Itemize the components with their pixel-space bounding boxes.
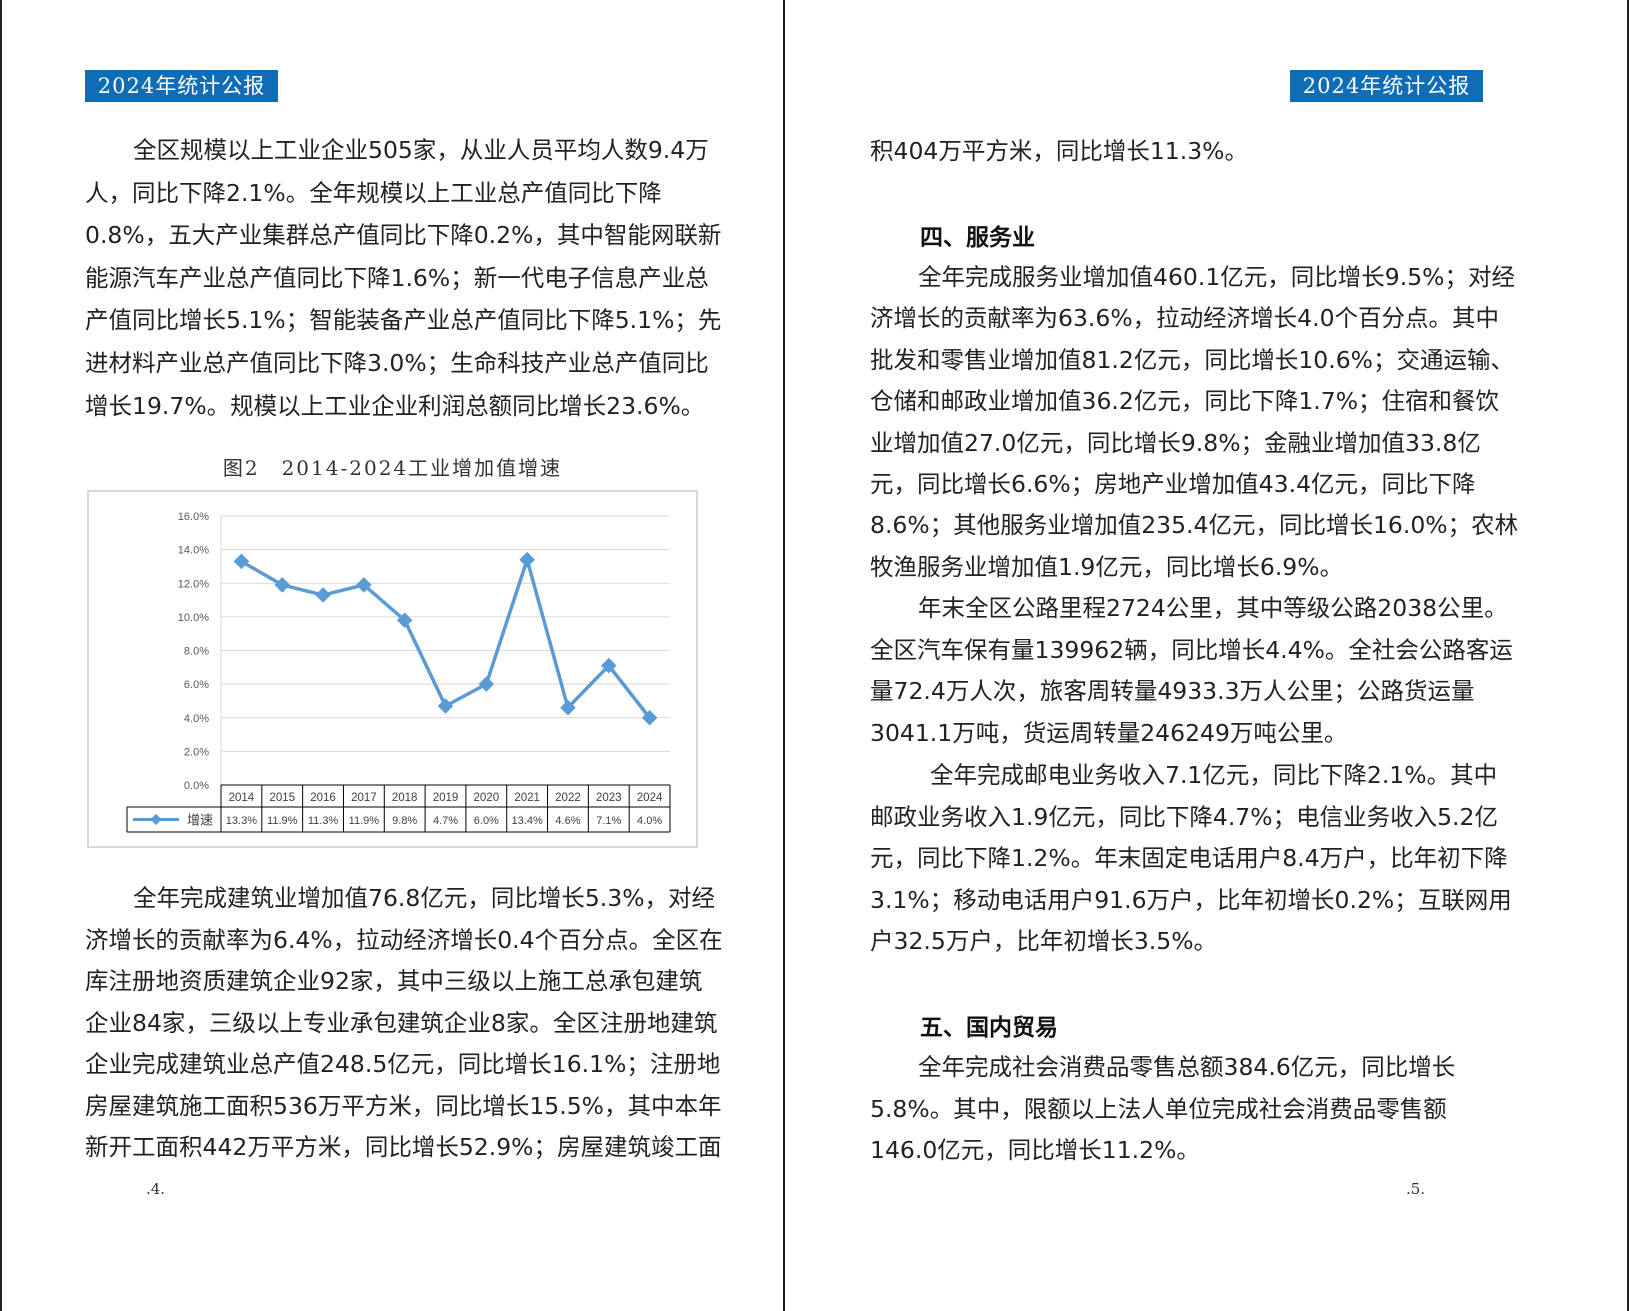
text-line: 3041.1万吨，货运周转量246249万吨公里。 <box>870 718 1348 747</box>
data-point <box>233 553 250 570</box>
text-line: 8.6%；其他服务业增加值235.4亿元，同比增长16.0%；农林 <box>870 511 1519 540</box>
data-point <box>519 551 535 568</box>
x-tick-label: 2023 <box>596 792 622 804</box>
data-point <box>478 676 495 692</box>
y-tick-label: 14.0% <box>178 545 209 557</box>
x-tick-label: 2015 <box>269 792 295 804</box>
data-label: 4.6% <box>555 815 580 827</box>
data-point <box>274 577 291 593</box>
data-label: 9.8% <box>392 815 417 827</box>
text-line: 年末全区公路里程2724公里，其中等级公路2038公里。 <box>918 594 1508 622</box>
text-line: 146.0亿元，同比增长11.2%。 <box>870 1136 1200 1164</box>
text-line: 济增长的贡献率为6.4%，拉动经济增长0.4个百分点。全区在 <box>85 925 723 954</box>
x-tick-label: 2016 <box>310 792 336 804</box>
x-tick-label: 2024 <box>637 792 663 804</box>
data-label: 13.4% <box>512 815 543 827</box>
data-point <box>437 698 454 714</box>
x-tick-label: 2020 <box>474 792 500 804</box>
text-line: 元，同比增长6.6%；房地产业增加值43.4亿元，同比下降 <box>870 470 1476 498</box>
text-line: 0.8%，五大产业集群总产值同比下降0.2%，其中智能网联新 <box>85 221 722 250</box>
y-tick-label: 4.0% <box>184 713 209 725</box>
text-line: 增长19.7%。规模以上工业企业利润总额同比增长23.6%。 <box>85 391 705 420</box>
legend-marker <box>150 813 162 826</box>
text-line: 新开工面积442万平方米，同比增长52.9%；房屋建筑竣工面 <box>85 1133 722 1161</box>
text-line: 全年完成社会消费品零售总额384.6亿元，同比增长 <box>918 1053 1456 1081</box>
x-tick-label: 2018 <box>392 792 418 804</box>
x-tick-label: 2021 <box>514 792 540 804</box>
y-tick-label: 10.0% <box>178 612 209 624</box>
data-point <box>356 577 372 593</box>
data-label: 11.9% <box>267 815 298 827</box>
text-line: 企业84家，三级以上专业承包建筑企业8家。全区注册地建筑 <box>85 1008 718 1037</box>
page-edge-left <box>0 0 2 1311</box>
text-line: 3.1%；移动电话用户91.6万户，比年初增长0.2%；互联网用 <box>870 885 1512 914</box>
text-line: 仓储和邮政业增加值36.2亿元，同比下降1.7%；住宿和餐饮 <box>870 387 1500 416</box>
data-point <box>600 657 617 674</box>
y-tick-label: 0.0% <box>184 780 209 792</box>
x-tick-label: 2022 <box>555 792 581 804</box>
text-line: 户32.5万户，比年初增长3.5%。 <box>870 927 1218 955</box>
text-line: 批发和零售业增加值81.2亿元，同比增长10.6%；交通运输、 <box>870 345 1514 374</box>
page-edge-right <box>1627 0 1629 1311</box>
text-line: 人，同比下降2.1%。全年规模以上工业总产值同比下降 <box>85 178 662 207</box>
data-label: 13.3% <box>226 815 257 827</box>
text-line: 全年完成邮电业务收入7.1亿元，同比下降2.1%。其中 <box>930 761 1498 789</box>
text-line: 业增加值27.0亿元，同比增长9.8%；金融业增加值33.8亿 <box>870 428 1481 457</box>
text-line: 产值同比增长5.1%；智能装备产业总产值同比下降5.1%；先 <box>85 306 722 335</box>
data-label: 4.7% <box>433 815 458 827</box>
text-line: 5.8%。其中，限额以上法人单位完成社会消费品零售额 <box>870 1094 1447 1123</box>
header-badge-left: 2024年统计公报 <box>85 70 278 102</box>
text-line: 房屋建筑施工面积536万平方米，同比增长15.5%，其中本年 <box>85 1091 722 1120</box>
text-line: 全区规模以上工业企业505家，从业人员平均人数9.4万 <box>133 136 709 164</box>
text-line: 积404万平方米，同比增长11.3%。 <box>870 137 1249 165</box>
section-heading-trade: 五、国内贸易 <box>920 1015 1058 1041</box>
y-tick-label: 16.0% <box>178 511 209 523</box>
text-line: 库注册地资质建筑企业92家，其中三级以上施工总承包建筑 <box>85 967 703 995</box>
x-tick-label: 2017 <box>351 792 377 804</box>
y-tick-label: 12.0% <box>178 578 209 590</box>
line-chart: 0.0% 2.0% 4.0% 6.0% 8.0% 10.0% 12.0% 14.0% 16.0%… <box>87 490 698 848</box>
header-badge-right: 2024年统计公报 <box>1290 70 1483 102</box>
y-tick-label: 6.0% <box>184 679 209 691</box>
text-line: 牧渔服务业增加值1.9亿元，同比增长6.9%。 <box>870 552 1344 581</box>
data-point <box>560 699 576 716</box>
text-line: 全年完成建筑业增加值76.8亿元，同比增长5.3%，对经 <box>133 884 716 912</box>
text-line: 邮政业务收入1.9亿元，同比下降4.7%；电信业务收入5.2亿 <box>870 802 1498 831</box>
data-label: 6.0% <box>474 815 499 827</box>
x-tick-label: 2019 <box>433 792 459 804</box>
text-line: 济增长的贡献率为63.6%，拉动经济增长4.0个百分点。其中 <box>870 304 1500 333</box>
text-line: 元，同比下降1.2%。年末固定电话用户8.4万户，比年初下降 <box>870 844 1508 872</box>
y-tick-label: 2.0% <box>184 746 209 758</box>
data-label: 11.3% <box>308 815 339 827</box>
y-tick-label: 8.0% <box>184 646 209 658</box>
chart-title: 图2 2014-2024工业增加值增速 <box>222 456 563 480</box>
page-divider <box>783 0 785 1311</box>
text-line: 全区汽车保有量139962辆，同比增长4.4%。全社会公路客运 <box>870 635 1513 664</box>
x-tick-label: 2014 <box>229 792 255 804</box>
chart-svg: 0.0% 2.0% 4.0% 6.0% 8.0% 10.0% 12.0% 14.0% 16.0%… <box>126 511 671 833</box>
legend-label: 增速 <box>187 814 213 829</box>
text-line: 能源汽车产业总产值同比下降1.6%；新一代电子信息产业总 <box>85 263 709 292</box>
text-line: 量72.4万人次，旅客周转量4933.3万人公里；公路货运量 <box>870 677 1475 706</box>
data-label: 11.9% <box>349 815 380 827</box>
data-point <box>315 587 331 603</box>
text-line: 进材料产业总产值同比下降3.0%；生命科技产业总产值同比 <box>85 349 709 377</box>
text-line: 全年完成服务业增加值460.1亿元，同比增长9.5%；对经 <box>918 263 1515 291</box>
data-label: 4.0% <box>637 815 662 827</box>
data-label: 7.1% <box>596 815 621 827</box>
text-line: 企业完成建筑业总产值248.5亿元，同比增长16.1%；注册地 <box>85 1050 721 1078</box>
page-number-left: .4. <box>146 1180 166 1198</box>
page-number-right: .5. <box>1406 1180 1426 1198</box>
section-heading-services: 四、服务业 <box>920 225 1035 251</box>
